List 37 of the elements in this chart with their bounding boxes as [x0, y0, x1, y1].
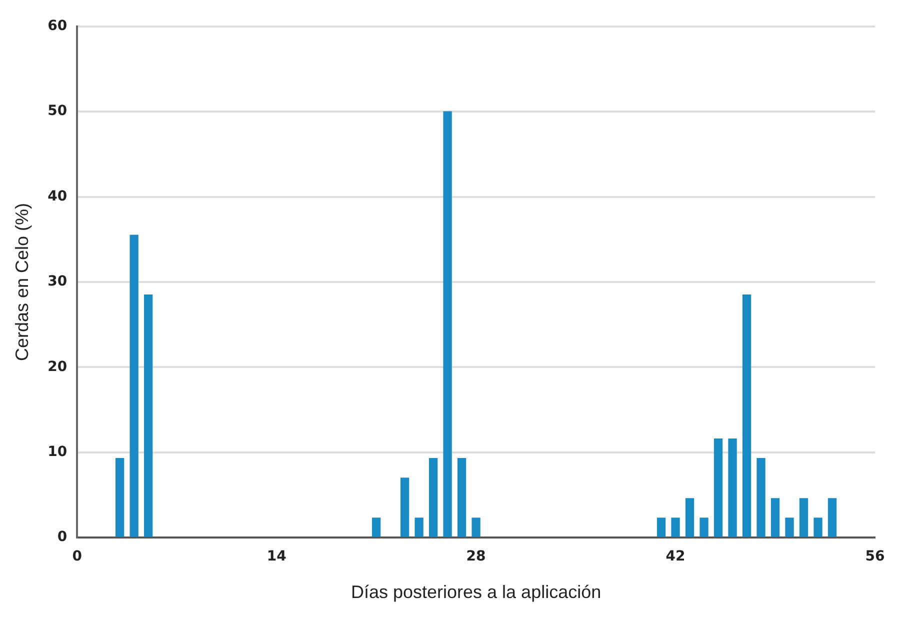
bar [770, 498, 780, 537]
bar [828, 498, 837, 537]
bar [742, 294, 752, 537]
bar [116, 458, 124, 537]
bar [685, 498, 694, 537]
bar [372, 518, 381, 537]
x-tick-label: 0 [72, 548, 82, 565]
y-tick-label: 20 [48, 358, 68, 375]
x-tick-label: 56 [865, 548, 885, 565]
y-tick-label: 50 [48, 103, 68, 120]
bar [144, 294, 153, 537]
bar [656, 518, 666, 537]
bar [130, 234, 138, 537]
x-tick-label: 28 [466, 548, 486, 565]
x-tick-label: 14 [266, 548, 287, 565]
y-tick-label: 60 [48, 18, 68, 34]
bar [714, 438, 723, 537]
y-axis-title: Cerdas en Celo (%) [12, 202, 32, 362]
x-tick-label: 42 [666, 548, 686, 565]
bar [700, 518, 708, 537]
y-tick-label: 30 [48, 274, 68, 290]
bar [728, 438, 737, 537]
bar [428, 458, 438, 537]
bar [671, 518, 680, 537]
bar [785, 518, 794, 537]
y-tick-label: 40 [48, 188, 68, 204]
bar [400, 478, 410, 537]
y-tick-label: 10 [48, 444, 68, 460]
x-axis-title: Días posteriores a la aplicación [350, 582, 602, 602]
bar [472, 518, 480, 537]
bar [457, 458, 466, 537]
bar [756, 458, 766, 537]
bar [814, 518, 822, 537]
bar [414, 518, 424, 537]
bar [443, 111, 452, 537]
y-tick-label: 0 [57, 529, 68, 546]
bar [799, 498, 808, 537]
